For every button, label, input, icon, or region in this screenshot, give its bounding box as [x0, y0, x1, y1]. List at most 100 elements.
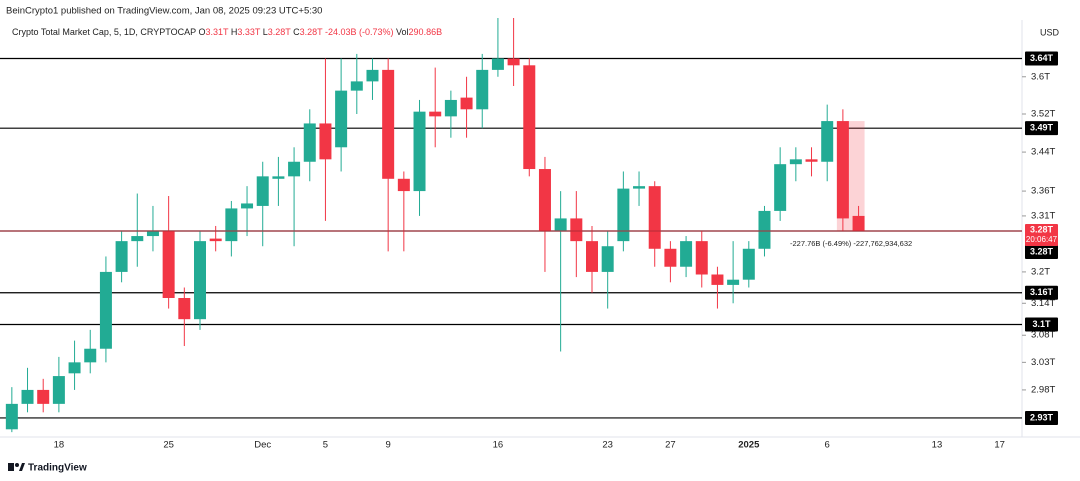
symbol-legend: Crypto Total Market Cap, 5, 1D, CRYPTOCA… — [12, 27, 442, 37]
candle-body — [272, 176, 285, 179]
logo-mark — [19, 463, 25, 471]
candle-body — [758, 210, 771, 249]
logo-mark — [15, 463, 19, 467]
ohlc-key: O — [198, 27, 205, 37]
price-label: 3.28T — [1030, 224, 1054, 234]
x-tick-label: 17 — [994, 440, 1005, 451]
ohlc-value: 3.28T — [268, 27, 292, 37]
ohlc-key: C — [293, 27, 300, 37]
y-tick-label: 3.31T — [1031, 210, 1055, 221]
candle-body — [695, 241, 708, 275]
price-label-box — [1025, 223, 1058, 246]
candle-body — [413, 111, 426, 192]
candle-body — [523, 65, 536, 170]
candle-body — [836, 121, 849, 219]
x-tick-label: 2025 — [738, 440, 760, 451]
y-tick-label: 3.44T — [1031, 147, 1055, 158]
candle-body — [476, 69, 489, 110]
x-tick-label: 6 — [825, 440, 830, 451]
measure-annotation: -227.76B (-6.49%) -227,762,934,632 — [790, 239, 912, 248]
candle-body — [507, 58, 520, 66]
x-tick-label: 27 — [665, 440, 676, 451]
candle-body — [194, 241, 206, 320]
tradingview-logo: TradingView — [8, 463, 87, 474]
x-tick-label: 5 — [323, 440, 328, 451]
change: -24.03B (-0.73%) — [325, 27, 394, 37]
candle-body — [680, 241, 693, 267]
candle-body — [366, 69, 379, 82]
candle-body — [633, 186, 646, 189]
x-tick-label: 13 — [932, 440, 943, 451]
x-tick-label: 25 — [163, 440, 174, 451]
candle-body — [617, 188, 630, 242]
candle-body — [303, 123, 316, 162]
level-label-box — [1025, 285, 1058, 300]
candle-body — [146, 230, 159, 237]
candle-body — [491, 58, 504, 70]
candle-body — [178, 298, 191, 320]
candle-body — [538, 169, 551, 231]
candle-body — [21, 389, 34, 404]
candle-body — [52, 376, 65, 404]
candle-body — [131, 236, 144, 242]
ohlc-key: H — [231, 27, 238, 37]
candle-body — [586, 241, 598, 272]
x-tick-label: 18 — [54, 440, 65, 451]
candle-body — [99, 271, 112, 349]
level-label: 3.49T — [1030, 123, 1054, 133]
candle-body — [444, 99, 457, 117]
candle-body — [115, 241, 128, 272]
brand: TradingView — [28, 463, 87, 474]
ohlc-value: 3.31T — [205, 27, 229, 37]
level-label-box — [1025, 121, 1058, 136]
y-tick-label: 3.6T — [1031, 71, 1050, 82]
y-tick-label: 3.03T — [1031, 357, 1055, 368]
candle-body — [162, 230, 175, 299]
y-tick-label: 2.98T — [1031, 384, 1055, 395]
candle-body — [429, 111, 442, 117]
candle-body — [821, 121, 834, 162]
x-tick-label: 23 — [602, 440, 613, 451]
candle-body — [335, 90, 348, 148]
candle-body — [319, 123, 332, 160]
candle-body — [570, 218, 583, 242]
candle-body — [664, 248, 677, 267]
x-tick-label: 16 — [493, 440, 504, 451]
level-label: 3.16T — [1030, 287, 1054, 297]
candle-body — [742, 248, 755, 280]
candle-body — [225, 208, 238, 242]
y-tick-label: 3.08T — [1031, 330, 1055, 341]
level-label: 3.1T — [1032, 319, 1051, 329]
level-label: 2.93T — [1030, 412, 1054, 422]
candle-body — [852, 215, 865, 231]
level-label-box — [1025, 317, 1058, 332]
vol: 290.86B — [409, 27, 443, 37]
currency: USD — [1040, 27, 1060, 37]
ohlc-value: 3.28T — [300, 27, 324, 37]
candle-body — [241, 203, 254, 209]
candle-body — [350, 81, 363, 91]
candle-body — [601, 246, 614, 272]
y-tick-label: 3.52T — [1031, 109, 1055, 120]
y-tick-label: 3.36T — [1031, 186, 1055, 197]
x-tick-label: Dec — [254, 440, 271, 451]
candle-body — [397, 178, 410, 192]
candle-body — [648, 186, 661, 249]
candle-body — [209, 238, 222, 242]
candle-body — [554, 218, 567, 231]
y-tick-label: 3.14T — [1031, 298, 1055, 309]
level-label-box — [1025, 244, 1058, 259]
candle-body — [789, 159, 802, 165]
ohlc-key: L — [263, 27, 268, 37]
candle-body — [37, 389, 50, 404]
y-tick-label: 3.2T — [1031, 266, 1050, 277]
logo-mark — [8, 463, 14, 471]
candle-body — [5, 403, 18, 430]
symbol: Crypto Total Market Cap, 5, 1D, CRYPTOCA… — [12, 27, 196, 37]
candle-body — [805, 159, 818, 162]
candle-body — [774, 164, 787, 211]
level-label: 3.28T — [1030, 246, 1054, 256]
level-label-box — [1025, 410, 1058, 425]
